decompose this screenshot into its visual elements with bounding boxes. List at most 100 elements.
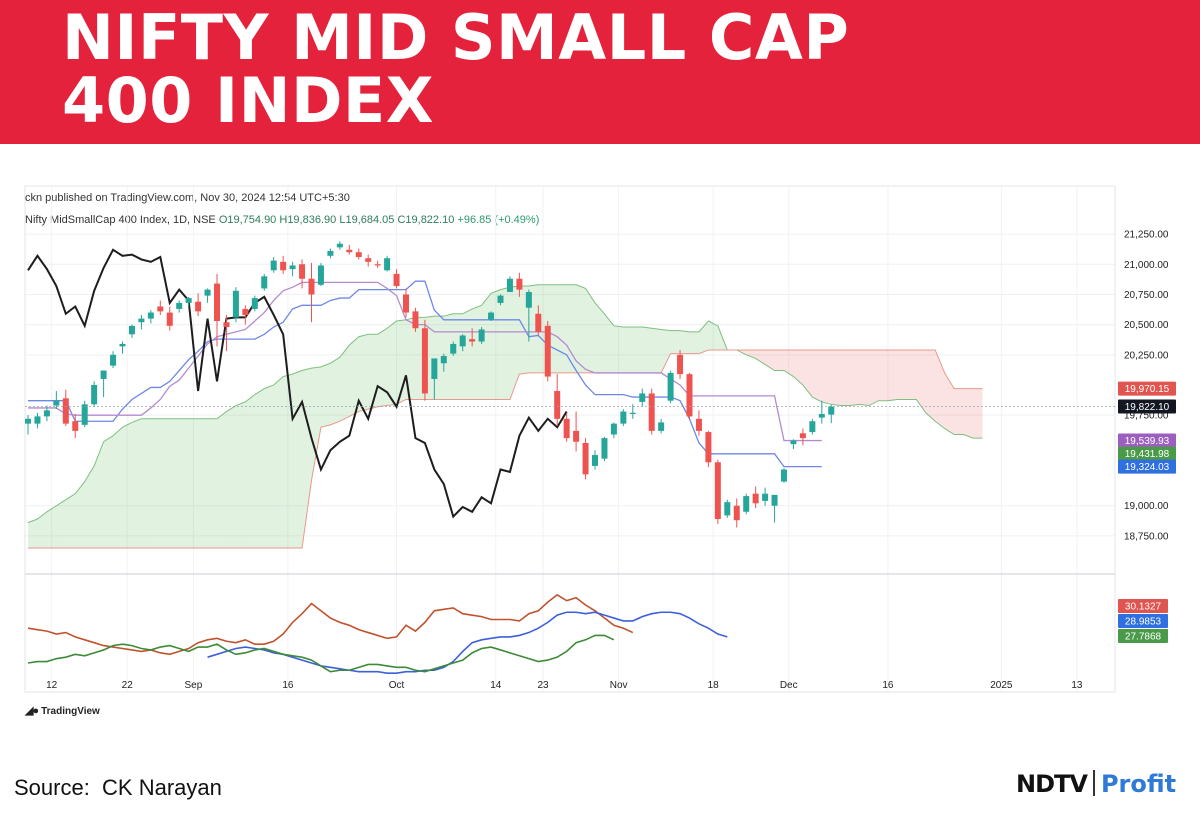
candle	[771, 494, 778, 523]
brand-ndtv: NDTV	[1016, 770, 1088, 798]
candle-body	[72, 421, 79, 431]
candle	[91, 381, 98, 407]
candle	[261, 273, 268, 291]
candle	[327, 248, 334, 259]
candle-body	[327, 250, 334, 256]
indicator-series-green	[27, 634, 615, 673]
indicator-series-orange	[27, 593, 634, 656]
cloud-span-a-line	[27, 284, 983, 524]
candle-body	[506, 278, 513, 293]
chart-title: NIFTY MID SMALL CAP 400 INDEX	[62, 6, 849, 132]
cloud-segment	[188, 418, 199, 548]
candle	[828, 404, 835, 424]
candle-body	[459, 335, 466, 347]
cloud-segment	[443, 313, 454, 400]
candle-body	[138, 318, 145, 323]
candle	[431, 358, 438, 400]
candle	[790, 439, 797, 449]
title-line-2: 400 INDEX	[62, 64, 435, 137]
candle	[289, 261, 296, 277]
candle	[658, 418, 665, 434]
candle	[629, 404, 636, 419]
cloud-segment	[623, 327, 633, 373]
cloud-segment	[94, 441, 104, 548]
cloud-segment	[56, 499, 66, 548]
cloud-segment	[235, 401, 246, 548]
indicator-lines	[27, 248, 822, 674]
candle	[251, 295, 258, 312]
candle-body	[497, 295, 504, 303]
ohlc-high: H19,836.90	[279, 214, 337, 226]
y-tick-label: 20,250.00	[1124, 350, 1169, 361]
x-tick-label: 22	[122, 680, 134, 691]
cloud-segment	[339, 345, 350, 422]
y-tick-label: 18,750.00	[1124, 531, 1169, 542]
candle-body	[620, 411, 627, 424]
cloud-segment	[103, 435, 114, 548]
cloud-segment	[802, 349, 813, 398]
cloud-segment	[746, 349, 756, 359]
candle-body	[384, 258, 391, 271]
candle-body	[799, 433, 806, 439]
cloud-segment	[169, 418, 180, 548]
candle	[714, 459, 721, 524]
candle	[270, 257, 277, 273]
candle	[374, 260, 381, 268]
cloud-segment	[925, 349, 936, 422]
candle-body	[119, 343, 126, 347]
cloud-span-b-line	[28, 349, 983, 549]
candle-body	[733, 505, 740, 521]
candle	[695, 410, 702, 436]
cloud-segment	[472, 305, 482, 400]
cloud-segment	[198, 418, 208, 548]
cloud-segment	[264, 385, 274, 548]
indicator-tag-box	[1118, 614, 1168, 628]
cloud-segment	[453, 313, 463, 400]
candle	[724, 499, 731, 518]
candle-body	[469, 339, 476, 342]
price-tag-label: 19,324.03	[1125, 462, 1170, 473]
cloud-segment	[784, 349, 794, 377]
symbol-name: Nifty MidSmallCap 400 Index, 1D, NSE	[25, 214, 216, 226]
candle	[204, 288, 211, 303]
axes: 21,250.00 21,000.00 20,750.00 20,500.00 20,2…	[25, 230, 1169, 691]
cloud-segment	[585, 288, 595, 373]
cloud-segment	[330, 357, 340, 425]
cloud-segment	[481, 293, 492, 400]
candle-body	[166, 312, 173, 326]
candles	[25, 241, 835, 528]
cloud-segment	[509, 285, 520, 400]
candle	[157, 300, 164, 315]
candle-body	[336, 243, 343, 248]
candle-body	[299, 264, 306, 279]
cloud-segment	[954, 388, 964, 435]
indicator-tag: 27.7868	[1118, 629, 1168, 643]
cloud-segment	[765, 349, 775, 371]
cloud-segment	[698, 321, 709, 354]
tradingview-logo: ◢● TradingView	[25, 704, 100, 717]
cloud-segment	[349, 336, 359, 417]
price-tag-box	[1118, 433, 1176, 448]
price-tag-label: 19,822.10	[1125, 402, 1170, 413]
candle-body	[771, 494, 778, 506]
candle-body	[91, 385, 98, 405]
candle	[53, 391, 60, 410]
published-note: ckn published on TradingView.com, Nov 30…	[25, 192, 350, 204]
candle	[185, 296, 192, 307]
x-tick-label: 16	[282, 680, 294, 691]
candle-body	[242, 308, 249, 315]
tv-mark-icon: ◢●	[25, 705, 39, 717]
cloud-segment	[595, 302, 605, 373]
cloud-segment	[500, 287, 510, 400]
candle-body	[639, 393, 646, 402]
cloud-segment	[821, 349, 832, 405]
candle	[516, 272, 523, 297]
y-tick-label: 21,250.00	[1124, 230, 1169, 241]
candle	[147, 310, 154, 324]
cloud-segment	[46, 505, 57, 548]
candle	[733, 498, 740, 528]
cloud-segment	[869, 349, 879, 406]
x-tick-label: 14	[490, 680, 502, 691]
price-tag-box	[1118, 399, 1176, 414]
cloud-segment	[557, 284, 567, 373]
